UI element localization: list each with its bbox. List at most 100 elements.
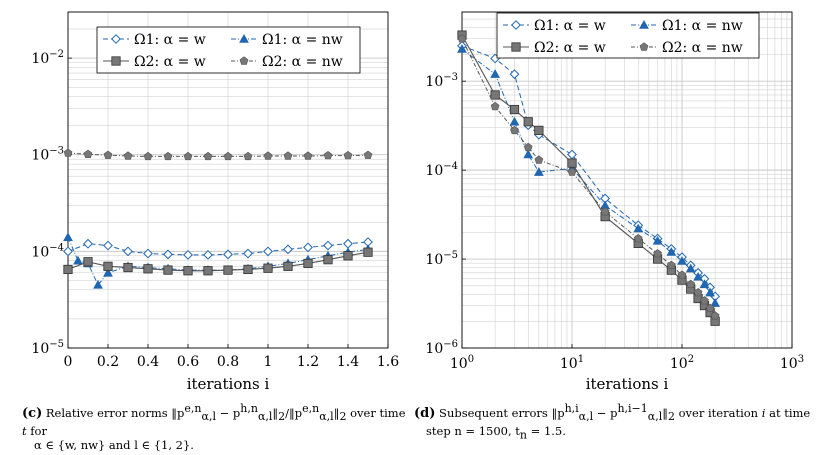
legend-box [96,26,361,74]
x-tick-label: 101 [560,354,584,372]
marker-diamond [111,34,121,44]
legend: Ω1: α = w Ω1: α = nw Ω2: α = w Ω2: α = nw [96,26,361,74]
series-line [67,152,369,157]
marker-triangle [93,279,103,289]
x-axis-label: iterations i [586,375,669,393]
marker-diamond [223,249,233,260]
marker-pentagon [163,151,173,161]
marker-diamond [343,238,353,249]
marker-square [490,90,500,100]
legend-label: Ω2: α = nw [662,40,743,56]
marker-triangle [63,232,73,242]
series-4 [457,34,720,320]
marker-pentagon [103,150,113,159]
marker-pentagon [323,151,333,160]
marker-pentagon [600,207,610,216]
marker-square [103,261,113,271]
marker-square [567,158,577,168]
marker-pentagon [243,151,253,161]
x-tick-label: 100 [450,354,474,372]
marker-diamond [263,246,273,257]
marker-square [343,251,353,261]
marker-pentagon [686,279,696,289]
x-tick-label: 0.8 [217,354,239,370]
marker-pentagon [223,151,233,161]
marker-pentagon [363,150,373,159]
marker-triangle [693,271,703,281]
marker-square [263,263,273,273]
legend-label: Ω1: α = nw [662,18,743,34]
series-line [461,45,716,297]
marker-pentagon [705,303,715,312]
marker-pentagon [239,56,249,65]
legend-label: Ω1: α = w [534,18,606,34]
marker-triangle [652,235,663,245]
marker-square [509,104,520,115]
marker-pentagon [700,296,709,305]
marker-pentagon [677,270,687,279]
marker-diamond [203,249,213,260]
marker-triangle [699,279,710,289]
marker-pentagon [510,125,519,135]
marker-diamond [123,246,133,257]
series-line [67,251,369,272]
caption-d: (d) Subsequent errors ‖ph,iα,l − ph,i−1α… [414,402,811,442]
marker-pentagon [653,249,662,258]
legend: Ω1: α = w Ω1: α = nw Ω2: α = w Ω2: α = nw [496,12,760,59]
x-tick-label: 0.4 [137,354,159,370]
marker-diamond [283,244,293,255]
y-tick-label: 10−2 [31,49,64,67]
marker-pentagon [710,311,720,320]
legend-label: Ω1: α = w [134,32,206,48]
marker-square [534,125,544,135]
legend-label: Ω2: α = w [534,40,606,56]
marker-diamond [103,240,113,251]
series-2 [457,44,720,307]
chart-panel-c: 10−5 10−4 10−3 10−2 0 0.2 0.4 0.6 0.8 1 1.2 1.4 1.6 i… [31,11,399,393]
marker-triangle [677,256,687,265]
marker-pentagon [457,34,467,43]
marker-pentagon [523,142,533,152]
marker-pentagon [633,234,643,243]
series-1 [63,237,373,260]
marker-pentagon [666,260,676,270]
marker-square [63,264,73,275]
marker-triangle [103,267,113,277]
marker-square [111,56,121,66]
marker-pentagon [183,151,193,161]
x-axis-label: iterations i [187,375,270,393]
marker-pentagon [123,151,133,160]
marker-square [363,247,373,257]
series-line [67,241,369,256]
y-tick-label: 10−5 [425,250,458,268]
x-tick-label: 0.6 [177,354,199,370]
marker-triangle [73,255,83,265]
marker-square [143,264,153,274]
marker-pentagon [143,151,153,161]
y-tick-label: 10−3 [425,72,458,90]
marker-diamond [243,248,253,259]
marker-square [123,262,133,273]
caption-c: (c) Relative error norms ‖pe,nα,l − ph,n… [22,402,406,453]
marker-pentagon [639,42,649,51]
marker-pentagon [303,151,313,160]
marker-pentagon [263,151,273,160]
plot-frame [461,11,793,349]
marker-triangle [666,247,677,256]
marker-square [283,261,293,271]
grid [461,11,793,349]
marker-triangle [457,44,467,53]
marker-diamond [163,249,173,260]
marker-pentagon [83,149,93,158]
x-tick-label: 102 [670,354,694,372]
marker-square [303,258,313,269]
marker-triangle [685,263,696,273]
marker-triangle [534,167,544,176]
marker-triangle [490,69,500,78]
x-tick-label: 0.2 [97,354,119,370]
legend-label: Ω2: α = nw [262,54,343,70]
series-4 [63,148,373,161]
legend-label: Ω2: α = w [134,54,206,70]
marker-square [323,255,333,265]
legend-box [496,12,760,59]
